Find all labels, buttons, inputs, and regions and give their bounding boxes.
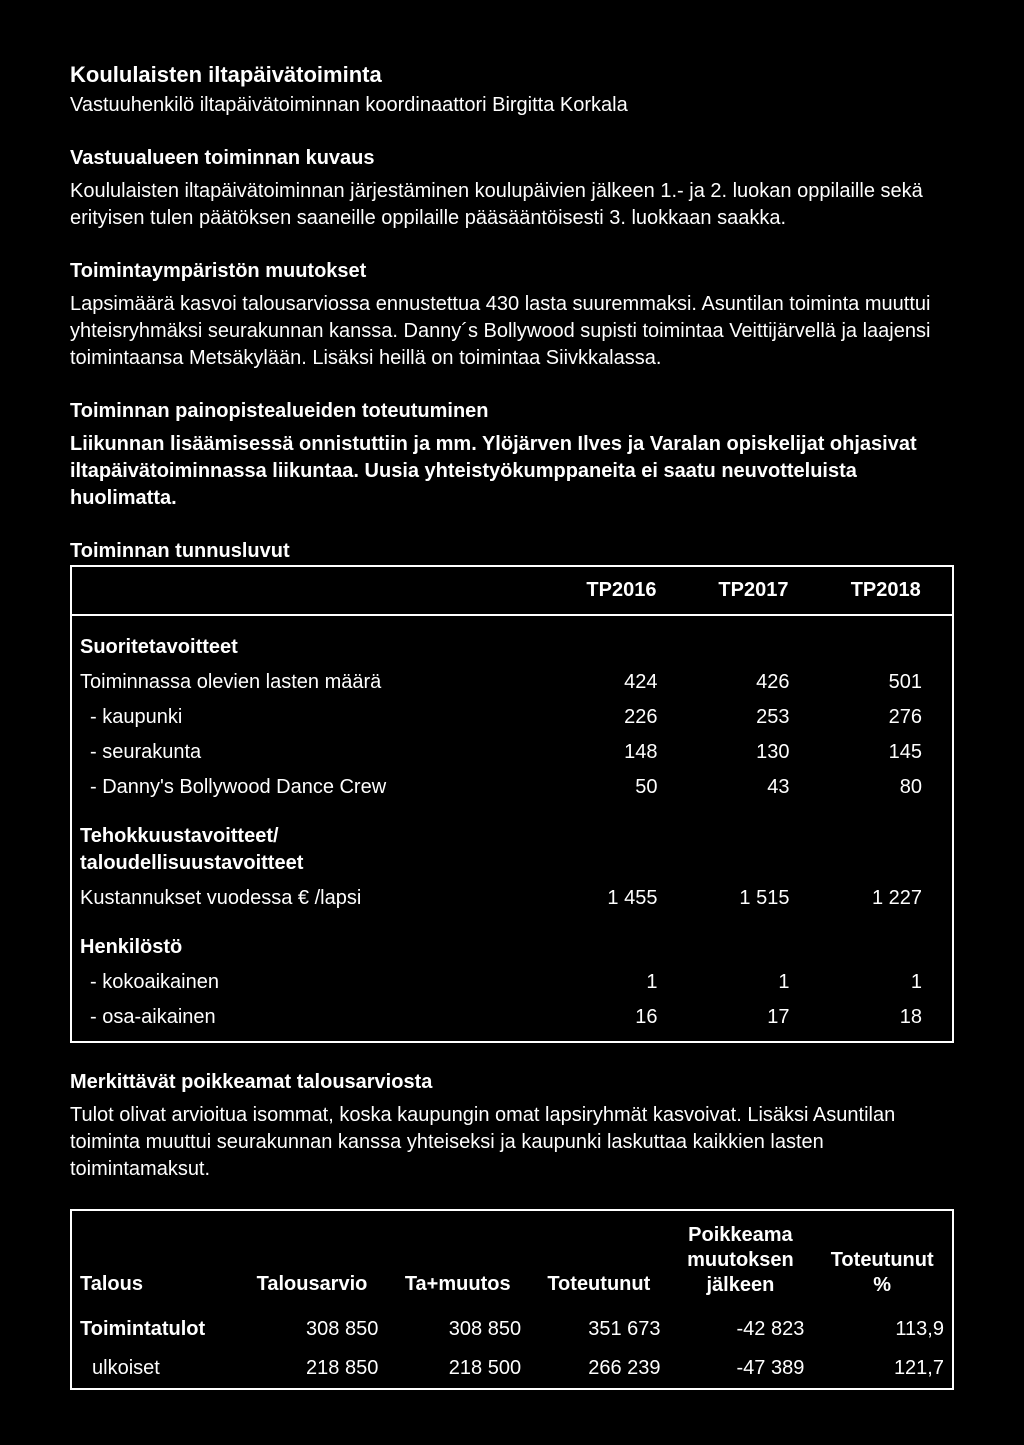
col-tp2016: TP2016	[555, 566, 687, 615]
section-2-heading: Toimintaympäristön muutokset	[70, 258, 954, 285]
col-toteutunut-pct: Toteutunut %	[812, 1210, 953, 1310]
col-talous: Talous	[71, 1210, 238, 1310]
table-row: Toimintatulot 308 850 308 850 351 673 -4…	[71, 1310, 953, 1349]
group-henkilosto: Henkilöstö	[71, 916, 555, 965]
table-row: - Danny's Bollywood Dance Crew 50 43 80	[71, 770, 953, 805]
page-title: Koululaisten iltapäivätoiminta	[70, 60, 954, 90]
indicators-table: TP2016 TP2017 TP2018 Suoritetavoitteet T…	[70, 565, 954, 1043]
section-3-heading: Toiminnan painopistealueiden toteutumine…	[70, 398, 954, 425]
group-tehokkuus-1: Tehokkuustavoitteet/	[71, 805, 555, 850]
table-row: - osa-aikainen 16 17 18	[71, 1000, 953, 1042]
col-tp2017: TP2017	[687, 566, 819, 615]
table-row: ulkoiset 218 850 218 500 266 239 -47 389…	[71, 1349, 953, 1389]
section-1-heading: Vastuualueen toiminnan kuvaus	[70, 145, 954, 172]
group-tehokkuus-2: taloudellisuustavoitteet	[71, 850, 555, 881]
section-5-body: Tulot olivat arvioitua isommat, koska ka…	[70, 1102, 954, 1183]
col-tamuutos: Ta+muutos	[386, 1210, 529, 1310]
col-tp2018: TP2018	[819, 566, 953, 615]
table-row: - kaupunki 226 253 276	[71, 700, 953, 735]
section-2-body: Lapsimäärä kasvoi talousarviossa ennuste…	[70, 291, 954, 372]
section-5-heading: Merkittävät poikkeamat talousarviosta	[70, 1069, 954, 1096]
group-suoritetavoitteet: Suoritetavoitteet	[71, 615, 555, 665]
page-subtitle: Vastuuhenkilö iltapäivätoiminnan koordin…	[70, 92, 954, 119]
table-row: - seurakunta 148 130 145	[71, 735, 953, 770]
col-toteutunut: Toteutunut	[529, 1210, 668, 1310]
section-1-body: Koululaisten iltapäivätoiminnan järjestä…	[70, 178, 954, 232]
table-row: Kustannukset vuodessa € /lapsi 1 455 1 5…	[71, 881, 953, 916]
finance-table: Talous Talousarvio Ta+muutos Toteutunut …	[70, 1209, 954, 1390]
table-row: - kokoaikainen 1 1 1	[71, 965, 953, 1000]
col-talousarvio: Talousarvio	[238, 1210, 387, 1310]
table-row: Toiminnassa olevien lasten määrä 424 426…	[71, 665, 953, 700]
section-3-body: Liikunnan lisäämisessä onnistuttiin ja m…	[70, 431, 954, 512]
section-4-heading: Toiminnan tunnusluvut	[70, 538, 954, 565]
col-poikkeama: Poikkeama muutoksen jälkeen	[669, 1210, 813, 1310]
